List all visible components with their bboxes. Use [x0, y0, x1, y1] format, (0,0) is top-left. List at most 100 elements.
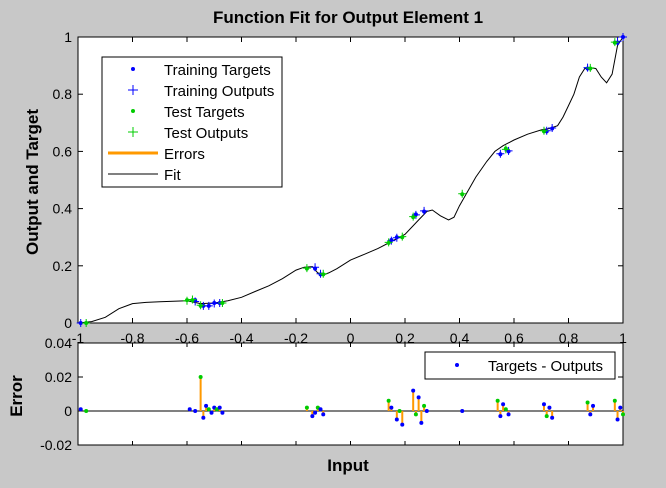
error-point	[389, 405, 394, 410]
error-point	[321, 412, 326, 417]
error-point	[204, 403, 209, 408]
x-tick-label: 1	[619, 330, 627, 346]
test-output-point	[82, 319, 91, 327]
training-output-point	[420, 206, 429, 215]
error-point	[313, 410, 318, 415]
x-tick-label: 0.8	[559, 330, 579, 346]
x-tick-label: -0.6	[175, 330, 199, 346]
error-point	[460, 409, 465, 413]
error-point	[506, 412, 511, 417]
legend-swatch-test-targets	[131, 109, 135, 113]
error-point	[187, 407, 192, 412]
error-point	[495, 398, 500, 403]
error-point	[422, 403, 427, 408]
legend-swatch-training-outputs	[128, 85, 138, 95]
error-point	[419, 420, 424, 425]
test-output-point	[409, 212, 418, 221]
error-point	[588, 412, 593, 417]
error-point	[78, 407, 83, 412]
error-point	[198, 375, 203, 379]
top-legend: Training Targets Training Outputs Test T…	[101, 56, 283, 188]
bottom-plot: -0.02 0 0.02 0.04 Targets - Outputs	[40, 335, 625, 453]
error-point	[618, 405, 623, 410]
x-tick-label: 0.2	[395, 330, 415, 346]
error-point	[217, 405, 222, 410]
test-output-point	[458, 189, 467, 198]
error-point	[220, 410, 225, 415]
training-output-point	[548, 123, 557, 132]
error-point	[304, 405, 309, 410]
x-tick-label: -0.8	[120, 330, 144, 346]
error-point	[615, 417, 620, 422]
legend-label-training-outputs: Training Outputs	[164, 83, 274, 100]
test-output-point	[196, 301, 205, 310]
legend-swatch-test-outputs	[128, 127, 138, 137]
error-point	[193, 409, 198, 413]
error-point	[424, 409, 429, 413]
training-output-point	[496, 149, 505, 158]
x-tick-label: -0.4	[229, 330, 253, 346]
test-output-point	[398, 232, 407, 241]
test-output-point	[610, 38, 619, 47]
top-legend-box	[101, 56, 283, 188]
error-point	[209, 410, 214, 415]
training-output-point	[311, 263, 320, 272]
error-point	[591, 403, 596, 408]
test-output-point	[302, 264, 311, 273]
test-output-point	[501, 145, 510, 154]
top-y-axis-label: Output and Target	[23, 109, 42, 255]
test-output-point	[218, 298, 227, 307]
error-point	[84, 409, 89, 413]
y-tick-label: 1	[64, 29, 72, 45]
legend-swatch-targets-outputs	[455, 363, 459, 367]
bottom-data-points	[78, 375, 625, 427]
y-tick-label: 0.4	[53, 201, 73, 217]
test-output-point	[188, 295, 197, 304]
error-point	[612, 398, 617, 403]
error-point	[310, 414, 315, 419]
error-point	[206, 407, 211, 412]
top-data-points	[76, 33, 627, 327]
error-point	[547, 405, 552, 410]
x-axis-label: Input	[327, 456, 369, 475]
training-output-point	[619, 33, 627, 41]
test-output-point	[586, 63, 595, 72]
error-point	[498, 414, 503, 419]
training-output-point	[392, 233, 401, 242]
error-point	[544, 414, 549, 419]
chart-title: Function Fit for Output Element 1	[213, 8, 483, 27]
error-point	[201, 415, 206, 420]
y-tick-label: 0.2	[53, 258, 73, 274]
test-output-point	[319, 269, 328, 278]
top-axis-ticks: -1 -0.8 -0.6 -0.4 -0.2 0 0.2 0.4 0.6 0.8 1 0 0.2 0.4 0…	[53, 29, 628, 346]
error-point	[503, 407, 508, 412]
legend-label-training-targets: Training Targets	[164, 62, 271, 79]
top-plot: -1 -0.8 -0.6 -0.4 -0.2 0 0.2 0.4 0.6 0.8 1 0 0.2 0.4 0…	[53, 29, 628, 346]
error-point	[318, 407, 323, 412]
bottom-legend: Targets - Outputs	[424, 351, 616, 380]
error-point	[416, 395, 421, 400]
bottom-y-tick-label: 0.02	[45, 369, 72, 385]
x-tick-label: -0.2	[284, 330, 308, 346]
y-tick-label: 0	[64, 315, 72, 331]
legend-label-targets-outputs: Targets - Outputs	[488, 358, 603, 375]
legend-label-test-outputs: Test Outputs	[164, 125, 248, 142]
training-output-point	[210, 299, 219, 308]
error-point	[394, 417, 399, 422]
error-point	[550, 415, 555, 420]
legend-label-fit: Fit	[164, 167, 181, 184]
error-point	[400, 422, 405, 427]
x-tick-label: 0.4	[450, 330, 470, 346]
y-tick-label: 0.6	[53, 143, 73, 159]
error-point	[501, 402, 506, 407]
error-point	[541, 402, 546, 407]
x-tick-label: -1	[72, 330, 85, 346]
training-output-point	[204, 301, 213, 310]
legend-swatch-training-targets	[131, 67, 135, 71]
bottom-y-tick-label: 0.04	[45, 335, 72, 351]
bottom-y-tick-label: 0	[64, 403, 72, 419]
x-tick-label: 0	[347, 330, 355, 346]
error-point	[413, 412, 418, 417]
test-output-point	[539, 126, 548, 135]
